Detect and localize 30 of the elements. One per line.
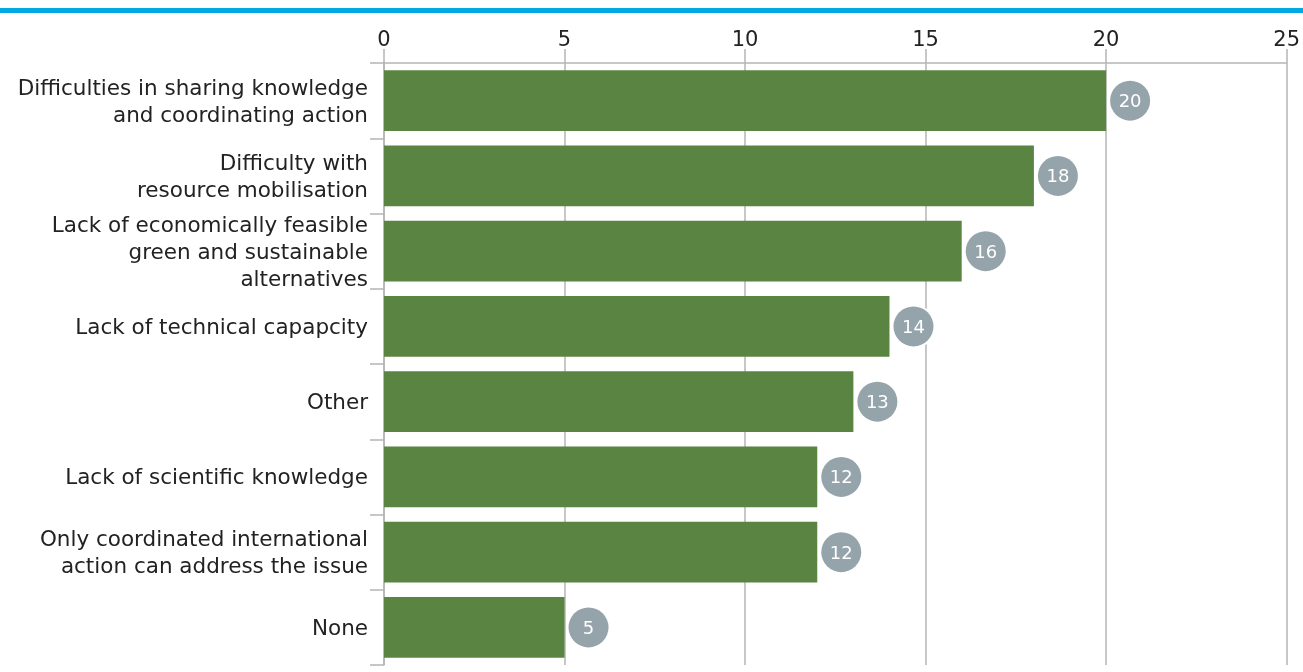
bar — [384, 295, 890, 357]
data-label: 12 — [829, 541, 853, 563]
y-tick-label: Difficulty with resource mobilisation — [136, 149, 368, 202]
bar — [384, 596, 565, 658]
y-tick-label: Lack of economically feasible green and sustainable alternatives — [51, 211, 368, 291]
data-label: 16 — [974, 240, 998, 262]
y-tick-label: Lack of scientific knowledge — [65, 464, 368, 490]
data-label: 13 — [865, 391, 889, 413]
x-tick-label: 15 — [912, 26, 939, 51]
data-label: 12 — [829, 466, 853, 488]
x-tick-label: 10 — [731, 26, 759, 51]
y-tick-label: Difficulties in sharing knowledge and coordinating action — [17, 74, 368, 127]
bar — [384, 145, 1034, 207]
x-tick-label: 5 — [557, 26, 572, 51]
bar — [384, 371, 854, 433]
x-tick-label: 20 — [1092, 26, 1120, 51]
data-label: 20 — [1118, 90, 1142, 112]
bar — [384, 220, 962, 282]
data-label: 5 — [582, 616, 595, 638]
y-tick-label: None — [311, 614, 368, 640]
bar — [384, 70, 1107, 132]
x-tick-label: 0 — [377, 26, 391, 51]
data-label: 14 — [902, 315, 925, 337]
data-label: 18 — [1046, 165, 1070, 187]
x-tick-label: 25 — [1273, 26, 1301, 51]
bar — [384, 446, 818, 508]
y-tick-label: Only coordinated international action can address the issue — [39, 526, 368, 579]
y-tick-label: Other — [306, 389, 369, 415]
bar — [384, 521, 818, 583]
y-tick-label: Lack of technical capapcity — [75, 313, 369, 339]
